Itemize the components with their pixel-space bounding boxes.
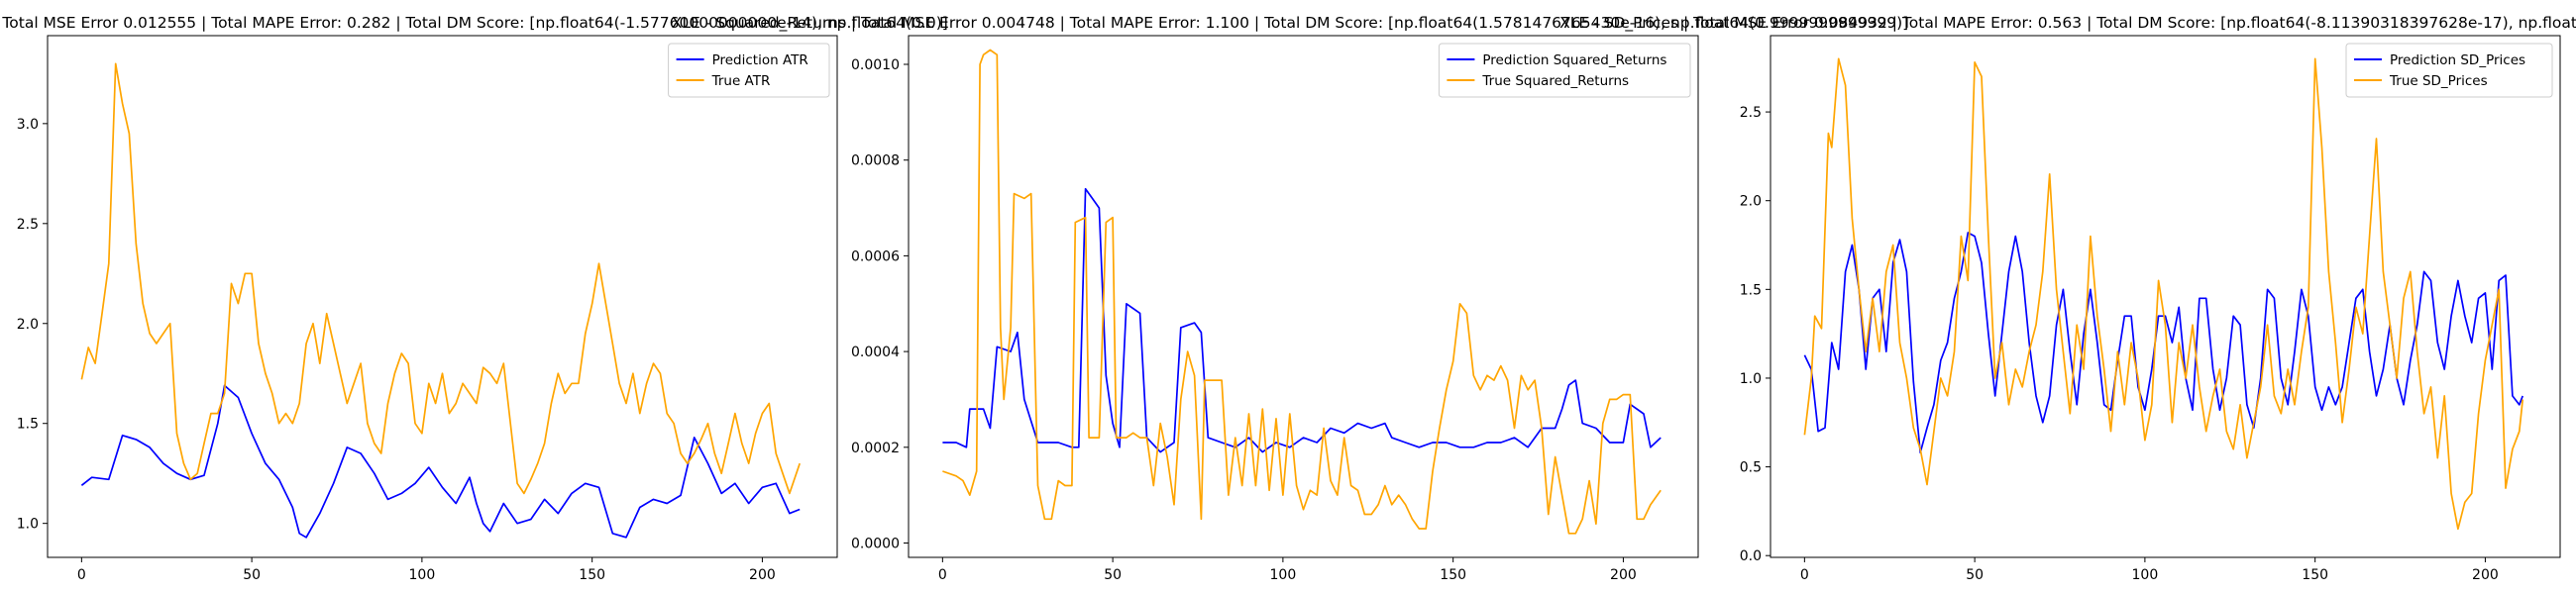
series-line-prediction-atr bbox=[80, 384, 801, 539]
legend-entry-label: True Squared_Returns bbox=[1481, 73, 1629, 89]
x-tick-label: 150 bbox=[579, 567, 605, 583]
y-tick-label: 0.0004 bbox=[851, 345, 900, 360]
y-axis-atr: 1.0 1.5 2.0 2.5 3.0 bbox=[17, 117, 48, 533]
x-tick-label: 100 bbox=[2132, 567, 2159, 583]
y-tick-label: 1.0 bbox=[17, 517, 39, 533]
chart-titles: XLE - ATR | Total MSE Error 0.012555 | T… bbox=[0, 14, 2576, 33]
legend-box bbox=[1438, 43, 1691, 98]
legend-sd-prices: Prediction SD_Prices True SD_Prices bbox=[2345, 43, 2553, 98]
x-tick-label: 200 bbox=[2472, 567, 2499, 583]
legend-box bbox=[2345, 43, 2553, 98]
chart-title-atr: XLE - ATR | Total MSE Error 0.012555 | T… bbox=[0, 14, 948, 32]
legend-box bbox=[668, 43, 830, 98]
x-tick-label: 100 bbox=[409, 567, 436, 583]
series-lines-sd-prices bbox=[1803, 57, 2524, 531]
series-line-prediction-sd-prices bbox=[1803, 232, 2523, 454]
y-tick-label: 1.0 bbox=[1740, 371, 1762, 387]
x-tick-label: 200 bbox=[749, 567, 776, 583]
y-tick-label: 2.0 bbox=[1740, 194, 1762, 210]
x-tick-label: 150 bbox=[2302, 567, 2328, 583]
series-line-prediction-squared-returns bbox=[942, 187, 1662, 453]
series-lines-squared-returns bbox=[942, 49, 1662, 535]
y-tick-label: 0.0002 bbox=[851, 441, 900, 456]
y-tick-label: 0.0000 bbox=[851, 536, 900, 551]
axes-frame-squared-returns bbox=[908, 35, 1699, 558]
chart-panel-atr: 1.0 1.5 2.0 2.5 3.0 0 50 100 150 200 Prediction … bbox=[17, 35, 838, 583]
legend-entry-label: Prediction Squared_Returns bbox=[1482, 52, 1666, 68]
chart-panel-sd-prices: 0.0 0.5 1.0 1.5 2.0 2.5 0 50 100 150 200 Predicti… bbox=[1740, 35, 2561, 583]
x-axis-atr: 0 50 100 150 200 bbox=[77, 557, 776, 583]
x-tick-label: 150 bbox=[1440, 567, 1466, 583]
y-tick-label: 0.0 bbox=[1740, 548, 1762, 564]
y-axis-squared-returns: 0.0000 0.0002 0.0004 0.0006 0.0008 0.0010 bbox=[851, 57, 909, 551]
chart-panel-squared-returns: 0.0000 0.0002 0.0004 0.0006 0.0008 0.0010 0 50… bbox=[851, 35, 1699, 583]
x-tick-label: 0 bbox=[938, 567, 947, 583]
y-tick-label: 0.0010 bbox=[851, 57, 900, 73]
y-tick-label: 3.0 bbox=[17, 117, 39, 133]
legend-entry-label: Prediction ATR bbox=[712, 52, 808, 68]
axes-frame-atr bbox=[47, 35, 838, 558]
axes-frame-sd-prices bbox=[1770, 35, 2561, 558]
series-line-true-atr bbox=[80, 62, 802, 495]
legend-atr: Prediction ATR True ATR bbox=[668, 43, 830, 98]
y-tick-label: 2.5 bbox=[17, 217, 39, 233]
x-tick-label: 50 bbox=[1104, 567, 1122, 583]
x-axis-squared-returns: 0 50 100 150 200 bbox=[938, 557, 1637, 583]
x-axis-sd-prices: 0 50 100 150 200 bbox=[1800, 557, 2499, 583]
y-tick-label: 0.0006 bbox=[851, 248, 900, 264]
legend-entry-label: Prediction SD_Prices bbox=[2390, 52, 2525, 68]
x-tick-label: 100 bbox=[1270, 567, 1297, 583]
y-axis-sd-prices: 0.0 0.5 1.0 1.5 2.0 2.5 bbox=[1740, 105, 1771, 564]
x-tick-label: 50 bbox=[243, 567, 261, 583]
y-tick-label: 2.0 bbox=[17, 317, 39, 333]
chart-title-squared-returns: XLE - Squared_Returns | Total MSE Error … bbox=[672, 14, 1908, 33]
series-lines-atr bbox=[80, 62, 802, 539]
legend-squared-returns: Prediction Squared_Returns True Squared_R… bbox=[1438, 43, 1691, 98]
x-tick-label: 50 bbox=[1966, 567, 1984, 583]
legend-entry-label: True SD_Prices bbox=[2389, 73, 2488, 89]
series-line-true-sd-prices bbox=[1803, 57, 2524, 531]
chart-title-sd-prices: XLE - SD_Prices | Total MSE Error 0.0849… bbox=[1559, 14, 2576, 33]
y-tick-label: 0.0008 bbox=[851, 153, 900, 169]
y-tick-label: 2.5 bbox=[1740, 105, 1762, 121]
x-tick-label: 0 bbox=[77, 567, 86, 583]
y-tick-label: 1.5 bbox=[17, 417, 39, 433]
y-tick-label: 0.5 bbox=[1740, 460, 1762, 476]
legend-entry-label: True ATR bbox=[711, 73, 771, 89]
x-tick-label: 0 bbox=[1800, 567, 1809, 583]
series-line-true-squared-returns bbox=[942, 49, 1662, 535]
x-tick-label: 200 bbox=[1610, 567, 1637, 583]
y-tick-label: 1.5 bbox=[1740, 282, 1762, 298]
